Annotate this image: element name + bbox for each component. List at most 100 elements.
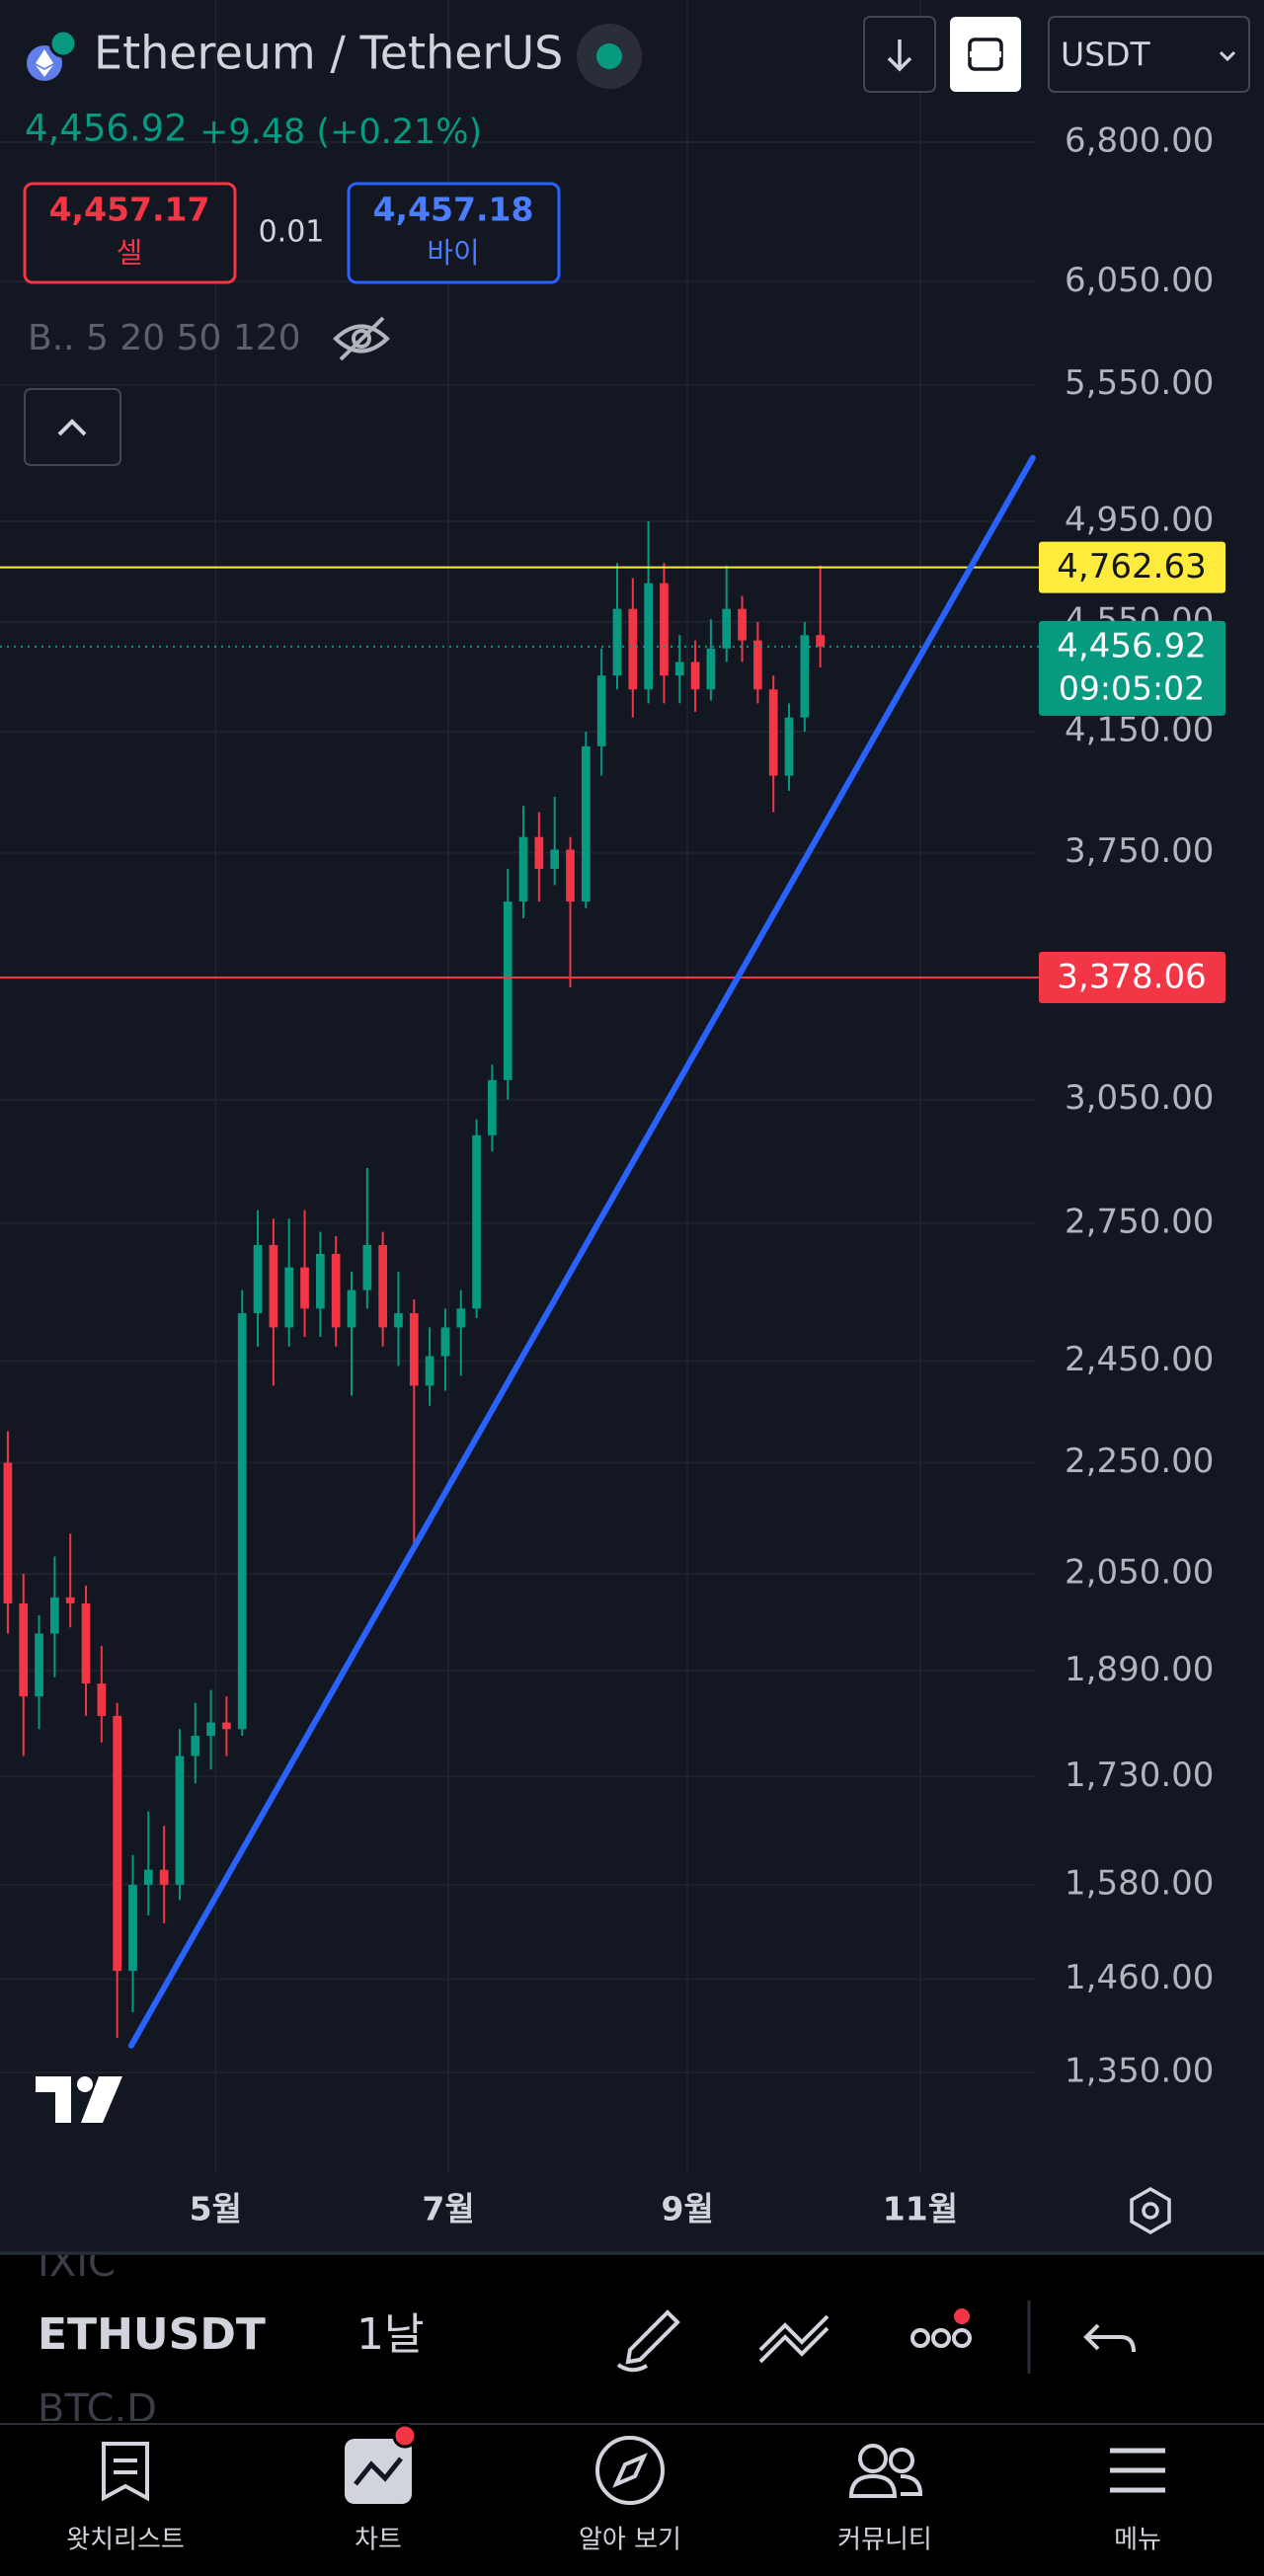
candle-body bbox=[753, 640, 762, 690]
draw-tool[interactable] bbox=[616, 2309, 680, 2373]
candle-body bbox=[143, 1869, 153, 1885]
tv-logo bbox=[36, 2076, 122, 2123]
candle-body bbox=[644, 583, 653, 690]
buy-label: 바이 bbox=[427, 236, 479, 270]
indicator-legend[interactable]: B.. 5 20 50 120 bbox=[28, 318, 301, 358]
candle-body bbox=[518, 836, 528, 902]
y-tick-label: 2,450.00 bbox=[1065, 1340, 1214, 1379]
candle-body bbox=[612, 608, 622, 676]
plot: 6,800.006,050.005,550.004,950.004,550.00… bbox=[0, 0, 1225, 2228]
candle-body bbox=[394, 1313, 403, 1328]
toolbar bbox=[0, 2255, 1264, 2424]
candle-body bbox=[159, 1869, 169, 1885]
y-tick-label: 1,580.00 bbox=[1065, 1863, 1214, 1903]
x-tick-label: 9월 bbox=[662, 2190, 714, 2228]
candle-body bbox=[378, 1244, 387, 1328]
candle-body bbox=[409, 1313, 419, 1386]
symbol-icon bbox=[27, 29, 78, 81]
axis-settings[interactable] bbox=[1130, 2186, 1171, 2235]
ghost-symbol: IXIC bbox=[38, 2240, 116, 2286]
nav-explore[interactable]: 알아 보기 bbox=[579, 2436, 681, 2555]
y-tick-label: 2,250.00 bbox=[1065, 1442, 1214, 1481]
y-tick-label: 1,460.00 bbox=[1065, 1958, 1214, 1997]
hide-indicators[interactable] bbox=[333, 316, 390, 361]
toolbar-interval[interactable]: 1날 bbox=[356, 2309, 424, 2360]
candle-body bbox=[253, 1244, 263, 1314]
ghost-symbol: BTC.D bbox=[38, 2386, 157, 2432]
nav-label: 커뮤니티 bbox=[837, 2526, 932, 2555]
price-change: +9.48 (+0.21%) bbox=[199, 113, 482, 152]
candle-body bbox=[581, 745, 591, 902]
y-tick-label: 5,550.00 bbox=[1065, 363, 1214, 403]
candle-body bbox=[472, 1134, 481, 1309]
price-label-box bbox=[1039, 541, 1225, 593]
candle-body bbox=[237, 1313, 247, 1730]
nav-label: 알아 보기 bbox=[579, 2526, 681, 2555]
nav-community[interactable]: 커뮤니티 bbox=[837, 2444, 932, 2555]
download-button[interactable] bbox=[863, 16, 936, 93]
indicator-text: B.. 5 20 50 120 bbox=[28, 318, 301, 358]
candle-body bbox=[800, 635, 810, 718]
collapse-button[interactable] bbox=[24, 388, 121, 466]
trend-line bbox=[127, 454, 1036, 2049]
last-price-label: 4,456.92 bbox=[1057, 626, 1206, 665]
symbol-title[interactable]: Ethereum / TetherUS bbox=[94, 27, 563, 80]
candle-body bbox=[550, 849, 560, 869]
candle-body bbox=[35, 1633, 43, 1697]
candle-body bbox=[784, 717, 794, 776]
candle-body bbox=[300, 1267, 309, 1309]
layout-button[interactable] bbox=[950, 17, 1021, 92]
trend-tool[interactable] bbox=[758, 2314, 830, 2364]
candle-body bbox=[674, 662, 684, 676]
candle-body bbox=[456, 1308, 466, 1328]
price-label: 3,378.06 bbox=[1057, 958, 1206, 997]
candle-body bbox=[722, 608, 732, 649]
candle-body bbox=[222, 1722, 231, 1730]
y-tick-label: 4,150.00 bbox=[1065, 711, 1214, 750]
candle-body bbox=[534, 836, 544, 869]
y-tick-label: 3,050.00 bbox=[1065, 1078, 1214, 1118]
buy-button[interactable]: 4,457.18 바이 bbox=[347, 182, 561, 284]
candle-body bbox=[440, 1327, 450, 1357]
candle-body bbox=[425, 1356, 434, 1386]
currency-select[interactable]: USDT bbox=[1048, 16, 1250, 93]
nav-label: 왓치리스트 bbox=[66, 2526, 185, 2555]
candle-body bbox=[128, 1884, 137, 1972]
nav-chart[interactable]: 차트 bbox=[345, 2423, 418, 2555]
candle-body bbox=[503, 901, 513, 1080]
candle-body bbox=[347, 1289, 356, 1328]
toolbar-symbol[interactable]: ETHUSDT bbox=[38, 2309, 266, 2360]
candle-body bbox=[331, 1253, 341, 1328]
y-tick-label: 6,050.00 bbox=[1065, 261, 1214, 300]
price-label: 4,762.63 bbox=[1057, 547, 1206, 586]
sell-button[interactable]: 4,457.17 셀 bbox=[23, 182, 237, 284]
candle-body bbox=[362, 1244, 372, 1290]
undo[interactable] bbox=[1083, 2323, 1136, 2353]
nav-menu[interactable]: 메뉴 bbox=[1110, 2448, 1165, 2555]
more-tools[interactable] bbox=[910, 2308, 972, 2348]
candle-body bbox=[113, 1715, 122, 1972]
x-tick-label: 7월 bbox=[422, 2190, 474, 2228]
candle-body bbox=[660, 583, 669, 676]
nav-watchlist[interactable]: 왓치리스트 bbox=[66, 2442, 185, 2555]
candle-body bbox=[50, 1597, 59, 1634]
currency: USDT bbox=[1061, 36, 1151, 74]
nav-label: 메뉴 bbox=[1114, 2526, 1161, 2555]
candle-body bbox=[269, 1244, 278, 1328]
sell-price: 4,457.17 bbox=[49, 191, 210, 229]
y-tick-label: 6,800.00 bbox=[1065, 121, 1214, 161]
y-tick-label: 1,350.00 bbox=[1065, 2052, 1214, 2091]
y-tick-label: 2,050.00 bbox=[1065, 1553, 1214, 1593]
y-tick-label: 2,750.00 bbox=[1065, 1202, 1214, 1241]
y-tick-label: 4,950.00 bbox=[1065, 500, 1214, 539]
candle-body bbox=[706, 648, 716, 690]
x-tick-label: 11월 bbox=[883, 2190, 958, 2228]
candle-body bbox=[175, 1756, 185, 1885]
candle-body bbox=[97, 1683, 107, 1716]
x-tick-label: 5월 bbox=[190, 2190, 242, 2228]
nav-label: 차트 bbox=[355, 2526, 402, 2555]
candle-body bbox=[206, 1722, 215, 1737]
countdown: 09:05:02 bbox=[1059, 668, 1205, 707]
